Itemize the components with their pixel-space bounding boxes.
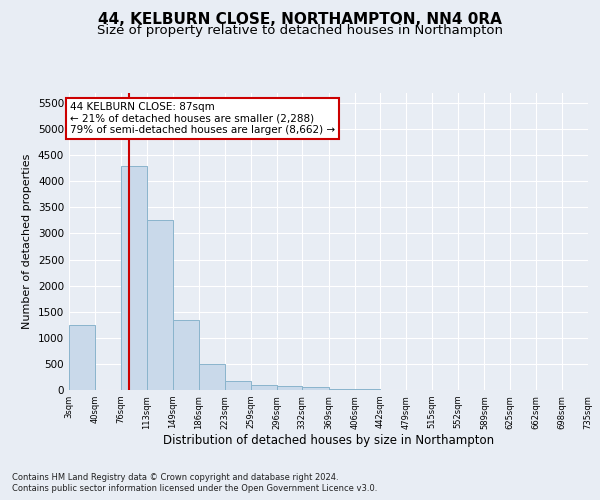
Y-axis label: Number of detached properties: Number of detached properties [22,154,32,329]
Bar [199,364,225,390]
Text: Contains public sector information licensed under the Open Government Licence v3: Contains public sector information licen… [12,484,377,493]
Bar [251,385,277,390]
Bar [302,387,329,390]
Bar [121,166,147,390]
Text: 44, KELBURN CLOSE, NORTHAMPTON, NN4 0RA: 44, KELBURN CLOSE, NORTHAMPTON, NN4 0RA [98,12,502,28]
Bar [69,325,95,390]
Bar [329,389,355,390]
Bar [147,220,173,390]
Text: Size of property relative to detached houses in Northampton: Size of property relative to detached ho… [97,24,503,37]
Bar [225,381,251,390]
X-axis label: Distribution of detached houses by size in Northampton: Distribution of detached houses by size … [163,434,494,448]
Text: 44 KELBURN CLOSE: 87sqm
← 21% of detached houses are smaller (2,288)
79% of semi: 44 KELBURN CLOSE: 87sqm ← 21% of detache… [70,102,335,135]
Bar [173,320,199,390]
Bar [277,386,302,390]
Text: Contains HM Land Registry data © Crown copyright and database right 2024.: Contains HM Land Registry data © Crown c… [12,472,338,482]
